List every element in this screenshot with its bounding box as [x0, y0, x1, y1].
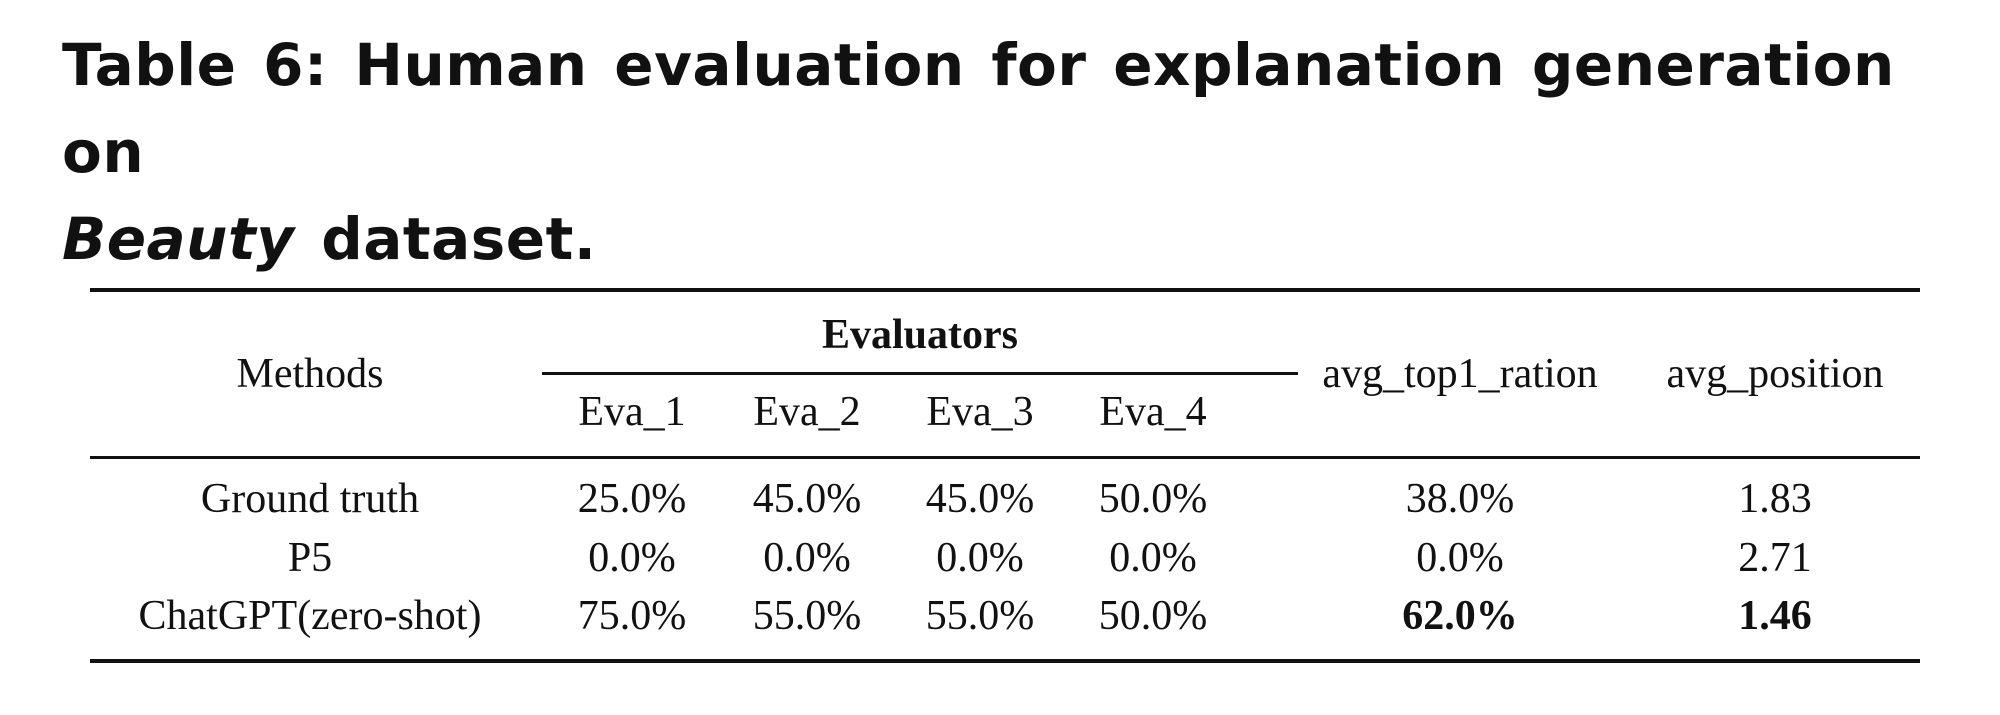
row-1-eva-4: 50.0%	[1098, 476, 1208, 522]
row-2-method: P5	[287, 535, 333, 581]
row-2-avg-top1: 0.0%	[1416, 535, 1504, 581]
caption-suffix: dataset.	[321, 205, 597, 273]
row-1-avg-position: 1.83	[1738, 476, 1812, 522]
header-evaluators-group: Evaluators	[821, 312, 1018, 358]
row-2-eva-1: 0.0%	[588, 535, 676, 581]
row-1-eva-2: 45.0%	[752, 476, 862, 522]
table-caption: Table 6: Human evaluation for explanatio…	[62, 22, 1962, 283]
evaluators-group-rule	[542, 372, 1298, 375]
row-2-eva-4: 0.0%	[1109, 535, 1197, 581]
header-eva-4: Eva_4	[1099, 389, 1207, 435]
header-eva-3: Eva_3	[926, 389, 1034, 435]
table-header-rule	[90, 456, 1920, 459]
row-1-avg-top1: 38.0%	[1405, 476, 1515, 522]
row-1-method: Ground truth	[200, 476, 420, 522]
row-2-avg-position: 2.71	[1738, 535, 1812, 581]
row-3-eva-1: 75.0%	[577, 593, 687, 639]
row-3-method: ChatGPT(zero-shot)	[138, 593, 482, 639]
evaluation-table: Methods Evaluators Eva_1 Eva_2 Eva_3 Eva…	[90, 288, 1920, 663]
header-methods: Methods	[236, 351, 384, 397]
row-3-avg-top1: 62.0%	[1402, 593, 1518, 639]
row-2-eva-3: 0.0%	[936, 535, 1024, 581]
header-eva-2: Eva_2	[753, 389, 861, 435]
table-top-rule	[90, 288, 1920, 292]
row-1-eva-3: 45.0%	[925, 476, 1035, 522]
table-bottom-rule	[90, 659, 1920, 663]
header-avg-position: avg_position	[1666, 351, 1884, 397]
caption-prefix: Table 6: Human evaluation for explanatio…	[62, 31, 1895, 186]
row-3-eva-3: 55.0%	[925, 593, 1035, 639]
row-1-eva-1: 25.0%	[577, 476, 687, 522]
row-3-avg-position: 1.46	[1738, 593, 1812, 639]
row-2-eva-2: 0.0%	[763, 535, 851, 581]
row-3-eva-2: 55.0%	[752, 593, 862, 639]
header-eva-1: Eva_1	[578, 389, 686, 435]
row-3-eva-4: 50.0%	[1098, 593, 1208, 639]
caption-dataset-name: Beauty	[62, 205, 295, 273]
header-avg-top1-ration: avg_top1_ration	[1322, 351, 1598, 397]
